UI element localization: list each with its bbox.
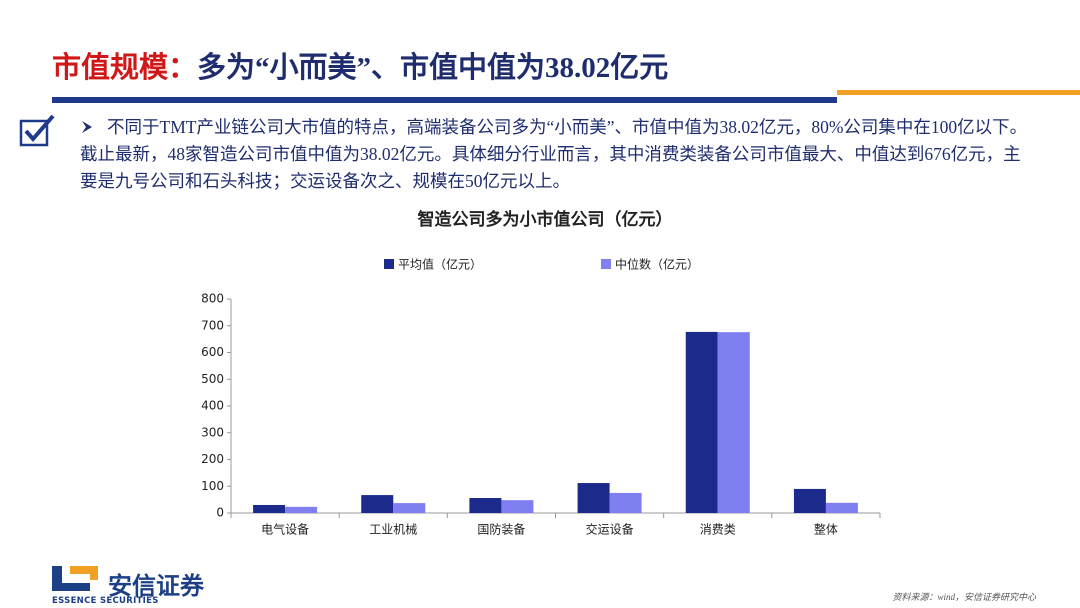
bar (393, 503, 426, 513)
x-tick-label: 消费类 (700, 523, 736, 537)
source-note: 资料来源：wind，安信证券研究中心 (892, 592, 1036, 602)
bar (717, 332, 750, 513)
y-tick-label: 500 (201, 372, 224, 386)
bar (793, 488, 826, 513)
chart-title: 智造公司多为小市值公司（亿元） (418, 209, 673, 229)
y-tick-label: 0 (216, 506, 224, 520)
x-tick-label: 交运设备 (586, 522, 634, 537)
bar (825, 502, 858, 513)
title: 市值规模：多为“小而美”、市值中值为38.02亿元 (52, 44, 668, 86)
bar (577, 483, 610, 513)
y-tick-label: 400 (201, 399, 224, 413)
x-tick-label: 电气设备 (261, 522, 309, 537)
bullet-arrow (82, 121, 92, 133)
bar (609, 492, 642, 513)
legend-swatch (601, 259, 611, 269)
title-underline (52, 97, 837, 103)
y-tick-label: 800 (201, 292, 224, 306)
y-tick-label: 200 (201, 452, 224, 466)
x-tick-label: 国防装备 (477, 522, 525, 537)
y-tick-label: 100 (201, 479, 224, 493)
title-highlight: 市值规模： (52, 52, 198, 84)
logo-mark (52, 566, 98, 591)
logo-text: 安信证券 (108, 572, 204, 600)
legend-label: 中位数（亿元） (615, 257, 699, 272)
bar (285, 506, 318, 513)
legend-swatch (384, 259, 394, 269)
paragraph: 不同于TMT产业链公司大市值的特点，高端装备公司多为“小而美”、市值中值为38.… (80, 117, 1028, 191)
bar (361, 495, 394, 513)
chart: 智造公司多为小市值公司（亿元） 0 100 200 300 400 500 600 700 80… (201, 209, 881, 537)
legend-label: 平均值（亿元） (398, 257, 482, 272)
y-tick-label: 700 (201, 318, 224, 332)
bar (253, 504, 286, 513)
bar (501, 500, 534, 513)
logo-subtext: ESSENCE SECURITIES (52, 596, 159, 606)
x-tick-label: 工业机械 (369, 522, 417, 537)
accent-line (837, 90, 1080, 95)
y-tick-label: 300 (201, 425, 224, 439)
bar (469, 498, 502, 513)
check-icon (19, 114, 55, 147)
y-tick-label: 600 (201, 345, 224, 359)
title-text: 多为“小而美”、市值中值为38.02亿元 (197, 52, 669, 84)
bar (685, 331, 718, 513)
x-tick-label: 整体 (814, 522, 838, 537)
